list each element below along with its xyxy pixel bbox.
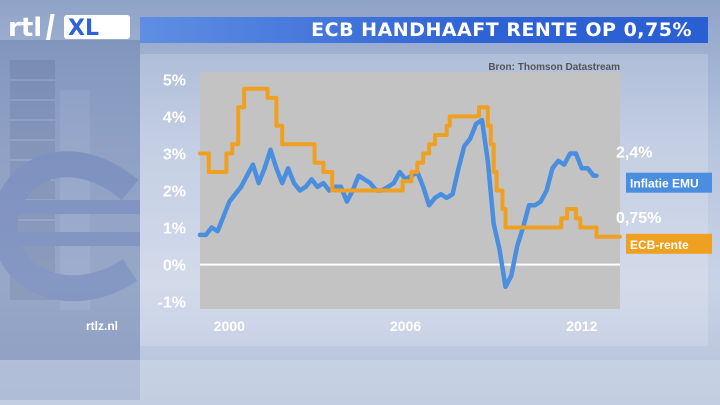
y-tick-label: 1% — [163, 221, 186, 238]
ecb-rate-series-line — [198, 86, 622, 239]
rtlxl-logo: rtl XL — [6, 6, 136, 46]
headline-text: ECB HANDHAAFT RENTE OP 0,75% — [311, 19, 692, 41]
ecb-rate-end-value: 0,75% — [616, 210, 661, 227]
rtlxl-logo-mark: rtl XL — [8, 13, 130, 43]
y-tick-label: 0% — [163, 258, 186, 275]
inflation-legend-label: Inflatie EMU — [630, 177, 699, 191]
ecb-rate-label-box — [626, 233, 712, 254]
y-tick-label: 3% — [163, 146, 186, 163]
y-tick-label: 5% — [163, 72, 186, 89]
y-tick-label: 4% — [163, 109, 186, 126]
y-tick-label: 2% — [163, 184, 186, 201]
x-tick-label: 2000 — [214, 318, 245, 334]
inflation-label-box — [626, 172, 712, 193]
x-tick-label: 2012 — [566, 318, 597, 334]
x-tick-label: 2006 — [390, 318, 421, 334]
y-tick-label: -1% — [158, 295, 186, 312]
svg-text:rtl: rtl — [8, 13, 42, 43]
source-label: Bron: Thomson Datastream — [488, 62, 620, 73]
plot-area — [200, 72, 620, 309]
site-url: rtlz.nl — [86, 319, 118, 333]
headline-bar: ECB HANDHAAFT RENTE OP 0,75% — [140, 17, 708, 43]
inflation-series-line — [197, 117, 599, 290]
ecb-rate-legend-label: ECB-rente — [630, 238, 689, 252]
svg-text:XL: XL — [68, 16, 99, 41]
inflation-end-value: 2,4% — [616, 145, 652, 162]
